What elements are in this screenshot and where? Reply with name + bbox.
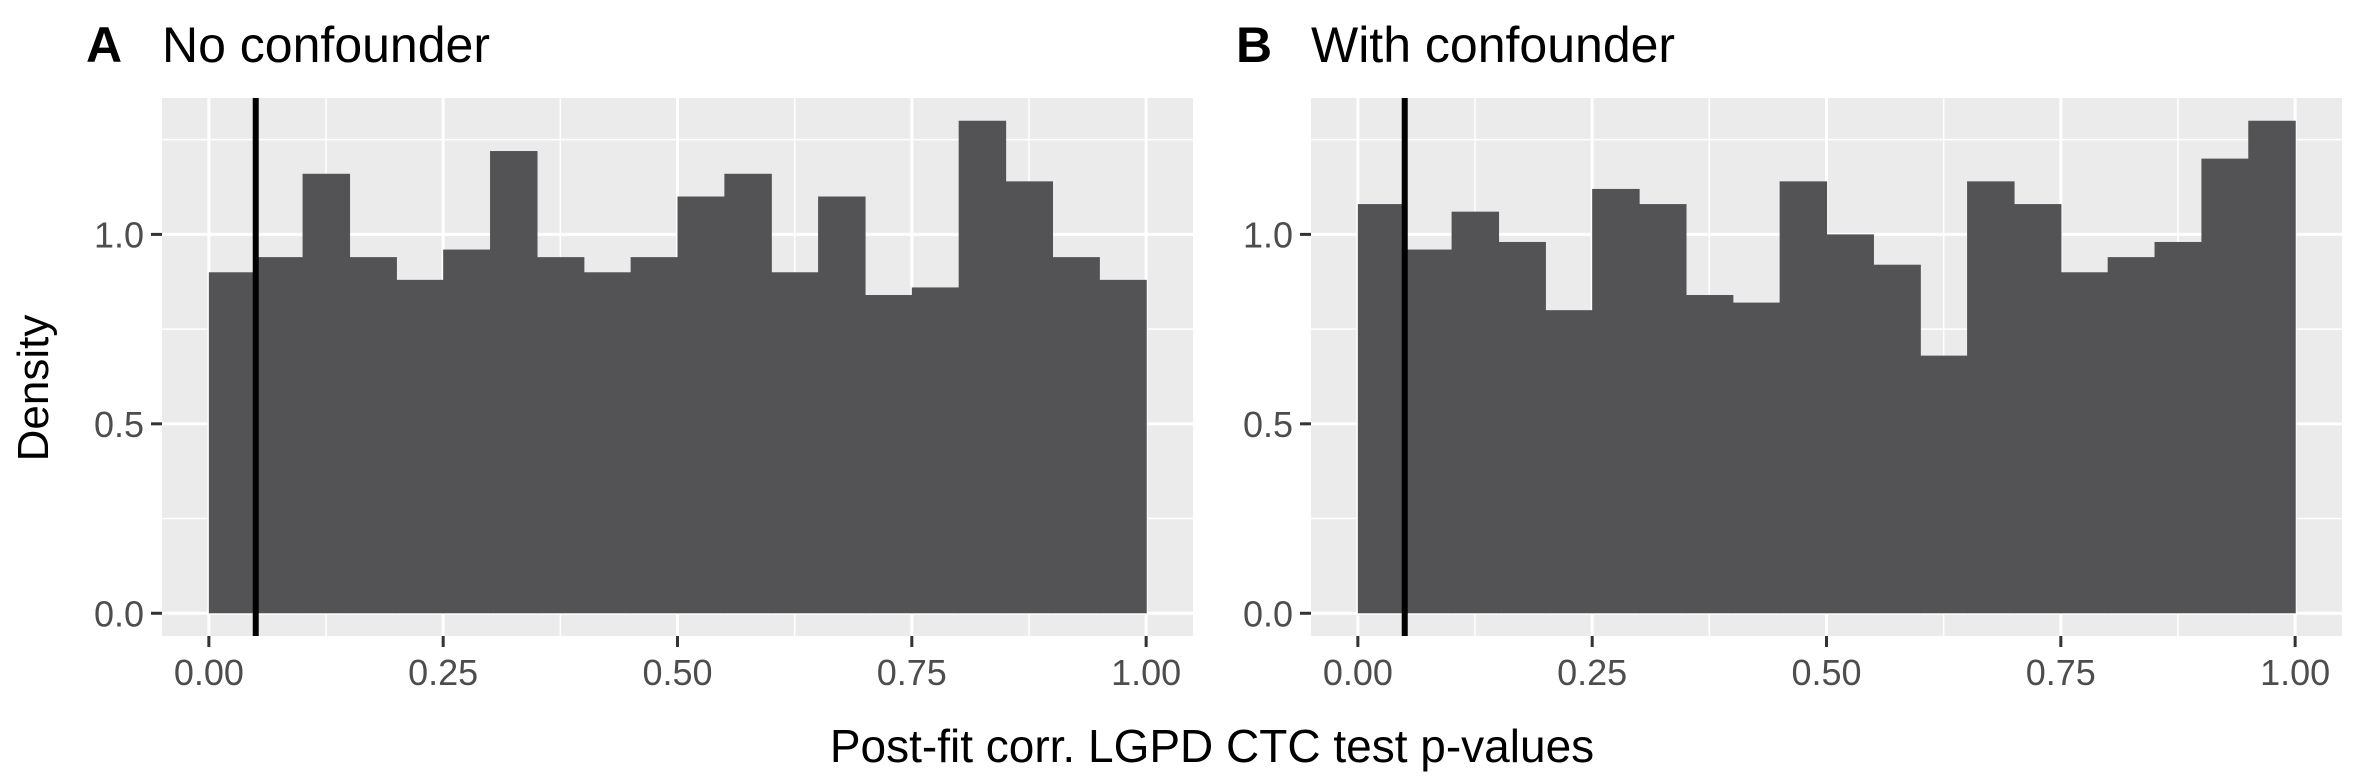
- panel-b-bar: [1826, 234, 1874, 614]
- panel-b-bar: [1967, 181, 2015, 614]
- panel-a-bar: [255, 257, 304, 614]
- panel-b-bar: [2013, 204, 2062, 614]
- panel-a-y-ticks: 0.0 0.5 1.0: [94, 214, 162, 634]
- panel-a-bar: [1005, 181, 1054, 614]
- panel-b-y-ticks: 0.0 0.5 1.0: [1243, 214, 1311, 634]
- panel-b-bar: [2248, 120, 2296, 614]
- panel-a-bar: [1052, 257, 1100, 614]
- panel-b-x-tick-label: 0.00: [1323, 652, 1393, 693]
- panel-a-title: No confounder: [162, 17, 490, 73]
- panel-a-x-ticks: 0.00 0.25 0.50 0.75 1.00: [174, 636, 1181, 693]
- panel-b-bar: [2060, 272, 2109, 614]
- panel-a-bar: [583, 272, 632, 614]
- panel-b-x-tick-label: 1.00: [2260, 652, 2330, 693]
- panel-b-bar: [1920, 355, 1968, 614]
- panel-b-x-tick-label: 0.50: [1791, 652, 1861, 693]
- panel-a-bar: [911, 287, 960, 614]
- panel-a-bar: [724, 173, 772, 614]
- panel-a-x-tick-label: 0.00: [174, 652, 244, 693]
- panel-b-x-tick-label: 0.75: [2026, 652, 2096, 693]
- panel-b-bar: [1779, 181, 1828, 614]
- panel-b-bar: [1498, 241, 1546, 614]
- panel-a-bar: [536, 257, 585, 614]
- panel-b-tag: B: [1236, 17, 1272, 73]
- panel-a-bar: [443, 249, 491, 614]
- panel-a-bar: [349, 257, 397, 614]
- panel-a-x-tick-label: 0.25: [408, 652, 478, 693]
- panel-a-y-tick-label: 0.0: [94, 593, 144, 634]
- panel-b-bar: [1545, 310, 1593, 614]
- panel-a-bars: [208, 120, 1147, 614]
- panel-b-bar: [2107, 257, 2156, 614]
- panel-b-y-tick-label: 0.0: [1243, 593, 1293, 634]
- panel-b-bar: [2154, 241, 2203, 614]
- panel-b-bar: [1451, 211, 1500, 614]
- panel-b-x-tick-label: 0.25: [1557, 652, 1627, 693]
- y-axis-label: Density: [9, 315, 58, 462]
- panel-b-bar: [1732, 302, 1781, 614]
- panel-a-bar: [302, 173, 351, 614]
- panel-b-bar: [1404, 249, 1453, 614]
- panel-a-bar: [677, 196, 725, 614]
- panel-a-bar: [208, 272, 257, 614]
- panel-b-bar: [1357, 204, 1406, 614]
- panel-a-y-tick-label: 1.0: [94, 214, 144, 255]
- panel-b-x-ticks: 0.00 0.25 0.50 0.75 1.00: [1323, 636, 2330, 693]
- panel-b-y-tick-label: 0.5: [1243, 404, 1293, 445]
- panel-b-bar: [1685, 295, 1734, 614]
- panel-a: A No confounder 0.00.51.0 0.00 0.25 0.50 0.…: [86, 17, 1193, 693]
- panel-b: B With confounder 0.0 0.5 1.0 0.00 0.25 0.50…: [1236, 17, 2342, 693]
- panel-b-y-tick-label: 1.0: [1243, 214, 1293, 255]
- panel-b-title: With confounder: [1311, 17, 1675, 73]
- panel-b-bars: [1357, 120, 2296, 614]
- panel-a-tag: A: [86, 17, 122, 73]
- panel-a-x-tick-label: 1.00: [1111, 652, 1181, 693]
- panel-b-bar: [1639, 204, 1687, 614]
- panel-a-x-tick-label: 0.50: [642, 652, 712, 693]
- panel-b-bar: [1873, 264, 1921, 614]
- panel-a-y-tick-label: 0.5: [94, 404, 144, 445]
- panel-b-bar: [1592, 188, 1640, 614]
- panel-b-bar: [2201, 158, 2249, 614]
- panel-a-bar: [818, 196, 866, 614]
- panel-a-bar: [1099, 279, 1147, 614]
- panel-a-bar: [630, 257, 679, 614]
- panel-a-x-tick-label: 0.75: [877, 652, 947, 693]
- panel-a-bar: [771, 272, 819, 614]
- panel-a-bar: [396, 279, 444, 614]
- x-axis-label: Post-fit corr. LGPD CTC test p-values: [830, 720, 1594, 772]
- panel-a-bar: [864, 295, 913, 614]
- panel-a-bar: [958, 120, 1007, 614]
- panel-a-bar: [490, 151, 538, 614]
